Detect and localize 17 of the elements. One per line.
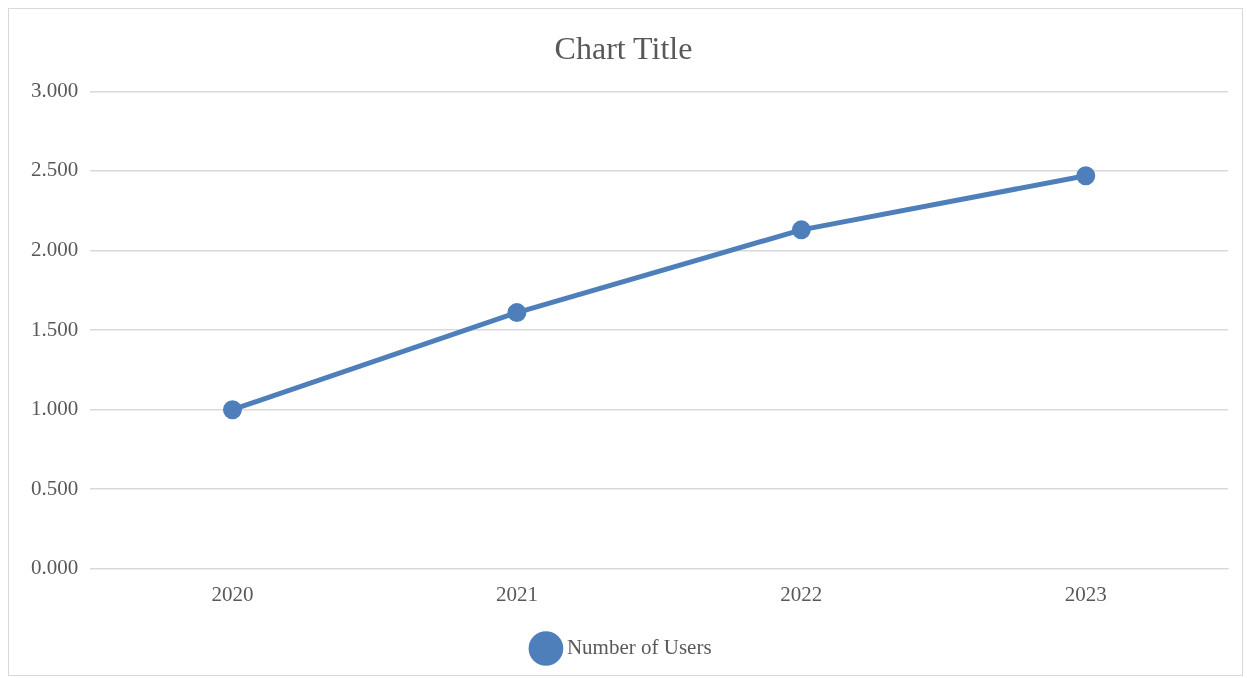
- point: [1076, 166, 1096, 186]
- x-tick-label: 2023: [1064, 581, 1107, 606]
- y-tick-label: 1.500: [31, 316, 79, 341]
- y-tick-label: 3.000: [31, 77, 79, 102]
- x-tick-label: 2022: [780, 581, 823, 606]
- point: [791, 220, 811, 240]
- point: [222, 400, 242, 420]
- x-tick-label: 2020: [211, 581, 254, 606]
- y-tick-label: 0.000: [31, 555, 79, 580]
- point: [507, 303, 527, 323]
- chart-title: Chart Title: [554, 29, 693, 66]
- y-tick-label: 0.500: [31, 475, 79, 500]
- y-tick-label: 1.000: [31, 396, 79, 421]
- y-tick-label: 2.000: [31, 237, 79, 262]
- legend-label: Number of Users: [566, 635, 712, 660]
- x-tick-label: 2021: [495, 581, 538, 606]
- y-tick-label: 2.500: [31, 157, 79, 182]
